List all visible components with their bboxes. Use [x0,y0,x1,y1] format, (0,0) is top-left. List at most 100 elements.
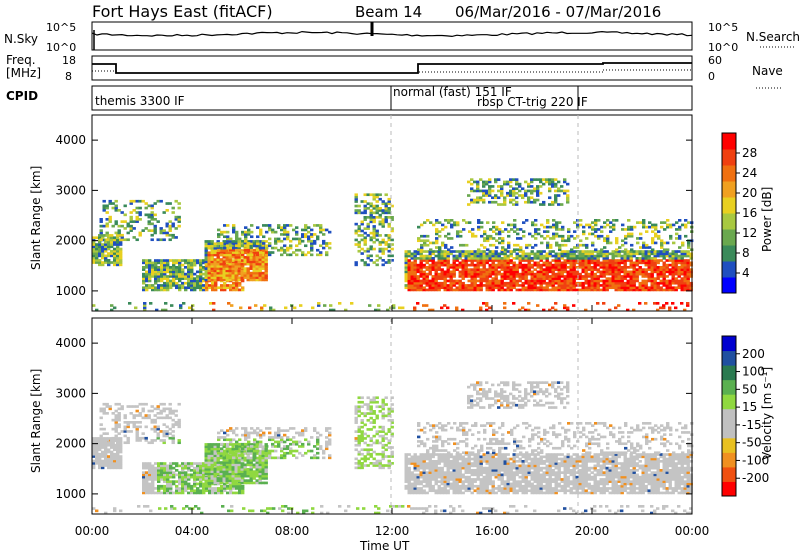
heatmap-cell [452,275,456,278]
heatmap-cell [482,284,486,287]
heatmap-cell [480,243,484,247]
heatmap-cell [151,471,155,474]
heatmap-cell [641,281,645,285]
heatmap-cell [606,234,610,238]
heatmap-cell [572,279,576,283]
heatmap-cell [524,308,528,312]
heatmap-cell [247,451,251,455]
heatmap-cell [196,473,200,477]
heatmap-cell [527,286,531,290]
heatmap-cell [298,451,302,455]
heatmap-cell [145,270,149,274]
heatmap-cell [668,272,672,276]
heatmap-cell [204,267,208,270]
heatmap-cell [98,452,102,456]
heatmap-cell [482,198,486,202]
heatmap-cell [375,193,379,197]
heatmap-cell [629,281,633,285]
heatmap-cell [213,271,217,275]
heatmap-cell [410,281,414,285]
heatmap-cell [689,288,693,292]
heatmap-cell [231,468,235,471]
heatmap-cell [606,223,610,227]
sky-left-tick-bottom: 10^0 [46,41,76,54]
heatmap-cell [599,254,603,258]
heatmap-cell [172,277,176,280]
heatmap-cell [156,407,160,411]
heatmap-cell [123,414,127,417]
heatmap-cell [551,268,555,271]
heatmap-cell [503,259,507,262]
heatmap-cell [310,244,314,248]
heatmap-cell [113,249,117,253]
heatmap-cell [540,241,544,245]
heatmap-cell [129,405,133,408]
heatmap-cell [363,249,367,253]
heatmap-cell [98,259,102,262]
heatmap-cell [357,209,361,212]
heatmap-cell [271,436,275,439]
heatmap-cell [243,470,247,473]
heatmap-cell [437,259,441,262]
heatmap-cell [620,281,624,285]
heatmap-cell [175,480,179,483]
heatmap-cell [151,473,155,477]
heatmap-cell [105,432,109,435]
heatmap-cell [387,236,391,240]
heatmap-cell [202,489,206,493]
heatmap-cell [360,437,364,440]
heatmap-cell [416,279,420,283]
heatmap-cell [240,474,244,478]
heatmap-cell [261,477,265,480]
heatmap-cell [375,263,379,267]
heatmap-cell [132,199,136,203]
heatmap-cell [570,234,574,238]
heatmap-cell [647,257,651,260]
heatmap-cell [253,440,257,444]
heatmap-cell [632,284,636,287]
heatmap-cell [163,462,167,465]
heatmap-cell [435,228,439,231]
heatmap-cell [99,434,103,438]
heatmap-cell [548,263,552,267]
heatmap-cell [572,277,576,280]
heatmap-cell [196,284,200,287]
heatmap-cell [410,252,414,256]
heatmap-cell [485,304,489,307]
heatmap-cell [473,254,477,258]
heatmap-cell [656,252,660,256]
heatmap-cell [166,288,170,292]
heatmap-cell [477,248,481,252]
heatmap-cell [413,270,417,274]
heatmap-cell [153,224,157,228]
power-ylabel: Slant Range [km] [29,166,43,270]
heatmap-cell [204,447,208,451]
heatmap-cell [210,240,214,243]
heatmap-cell [135,439,139,442]
heatmap-cell [163,288,167,292]
heatmap-cell [263,304,267,307]
heatmap-cell [166,281,170,285]
heatmap-cell [518,266,522,269]
heatmap-cell [156,425,160,429]
heatmap-cell [495,246,499,249]
heatmap-cell [178,286,182,290]
heatmap-cell [497,261,501,265]
heatmap-cell [662,250,666,253]
heatmap-cell [503,284,507,287]
heatmap-cell [650,286,654,290]
heatmap-cell [497,279,501,283]
heatmap-cell [253,449,257,453]
heatmap-cell [593,288,597,292]
heatmap-cell [483,237,487,240]
heatmap-cell [255,258,259,261]
heatmap-cell [542,281,546,285]
heatmap-cell [244,429,248,432]
heatmap-cell [160,484,164,488]
heatmap-cell [488,272,492,276]
heatmap-cell [168,416,172,420]
heatmap-cell [479,252,483,256]
heatmap-cell [274,242,278,245]
heatmap-cell [213,278,217,282]
heatmap-cell [178,489,182,493]
